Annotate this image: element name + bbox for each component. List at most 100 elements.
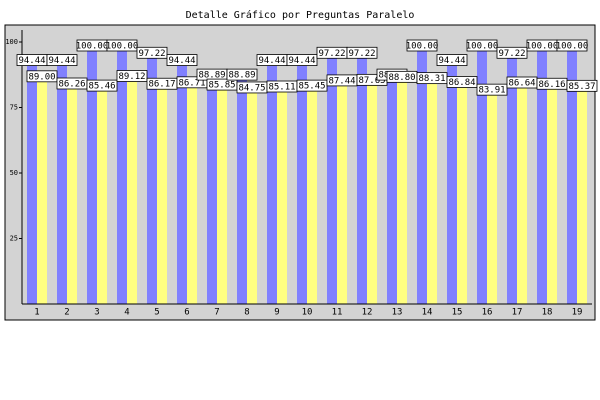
x-tick-label: 9	[274, 308, 279, 318]
data-label: 94.44	[168, 56, 195, 66]
bar	[507, 49, 517, 304]
bar	[37, 70, 47, 304]
data-label: 97.22	[318, 49, 345, 59]
bar	[147, 49, 157, 304]
bar	[277, 81, 287, 304]
y-tick-label: 75	[10, 104, 18, 112]
bar	[457, 76, 467, 304]
x-tick-label: 15	[452, 308, 463, 318]
data-label: 87.44	[328, 76, 355, 86]
label-box	[26, 70, 58, 83]
x-tick-label: 16	[482, 308, 493, 318]
data-label: 97.22	[498, 49, 525, 59]
bar	[207, 71, 217, 304]
data-label: 100.00	[76, 42, 109, 52]
bar	[307, 80, 317, 304]
data-label: 86.71	[178, 78, 205, 88]
x-tick-label: 5	[154, 308, 159, 318]
data-label: 86.16	[538, 80, 565, 90]
bar	[187, 76, 197, 305]
bar	[447, 56, 457, 304]
x-tick-label: 6	[184, 308, 189, 318]
x-tick-label: 14	[422, 308, 433, 318]
bar	[177, 56, 187, 304]
data-label: 89.12	[118, 72, 145, 82]
x-tick-label: 13	[392, 308, 403, 318]
data-label: 86.17	[148, 80, 175, 90]
label-box	[106, 39, 138, 52]
bar	[397, 71, 407, 305]
y-tick-label: 100	[5, 38, 18, 46]
data-label: 97.22	[138, 49, 165, 59]
bar	[357, 49, 367, 304]
data-label: 94.44	[48, 56, 75, 66]
data-label: 87.65	[358, 76, 385, 86]
label-box	[436, 54, 468, 66]
x-tick-label: 2	[64, 308, 69, 318]
x-tick-label: 18	[542, 308, 553, 318]
data-label: 94.44	[288, 56, 315, 66]
label-box	[406, 39, 438, 52]
bar	[127, 70, 137, 304]
bar	[337, 74, 347, 305]
label-box	[86, 79, 118, 92]
bar	[327, 49, 337, 304]
x-tick-label: 17	[512, 308, 523, 318]
bar	[157, 78, 167, 305]
data-label: 100.00	[466, 42, 499, 52]
data-label: 85.37	[568, 82, 595, 92]
bar	[217, 79, 227, 304]
label-box	[346, 46, 378, 59]
y-tick-label: 50	[10, 169, 18, 177]
data-label: 89.00	[28, 72, 55, 82]
bar	[57, 56, 67, 304]
bar	[547, 78, 557, 304]
x-tick-label: 4	[124, 308, 129, 318]
bar	[67, 77, 77, 304]
data-label: 88.89	[198, 71, 225, 81]
x-tick-label: 10	[302, 308, 313, 318]
data-label: 100.00	[406, 42, 439, 52]
data-label: 86.26	[58, 79, 85, 89]
x-tick-label: 11	[332, 308, 343, 318]
bar	[387, 71, 397, 304]
label-box	[116, 70, 148, 82]
label-box	[556, 39, 588, 52]
bar	[537, 42, 547, 304]
bar	[87, 42, 97, 304]
x-tick-label: 12	[362, 308, 373, 318]
bar	[267, 56, 277, 304]
chart-title: Detalle Gráfico por Preguntas Paralelo	[186, 9, 415, 21]
data-label: 100.00	[106, 42, 139, 52]
bar	[517, 77, 527, 304]
data-label: 94.44	[18, 56, 45, 66]
data-label: 100.00	[556, 42, 589, 52]
data-label: 94.44	[438, 56, 465, 66]
x-tick-label: 3	[94, 308, 99, 318]
data-label: 88.80	[388, 73, 415, 83]
data-label: 85.85	[208, 81, 235, 91]
label-box	[496, 46, 528, 59]
bar	[487, 84, 497, 305]
label-box	[466, 39, 498, 52]
label-box	[136, 46, 168, 59]
bar	[237, 71, 247, 304]
data-label: 86.84	[448, 78, 475, 88]
bar	[427, 72, 437, 304]
x-tick-label: 19	[572, 308, 583, 318]
label-box	[226, 68, 258, 81]
x-tick-label: 7	[214, 308, 219, 318]
bar	[297, 56, 307, 304]
data-label: 100.00	[526, 42, 559, 52]
x-tick-label: 8	[244, 308, 249, 318]
y-tick-label: 25	[10, 235, 18, 243]
label-box	[566, 79, 598, 92]
bar	[27, 56, 37, 304]
bar	[117, 42, 127, 304]
data-label: 85.45	[298, 82, 325, 92]
data-label: 84.75	[238, 83, 265, 93]
label-box	[286, 54, 318, 66]
data-label: 83.91	[478, 86, 505, 96]
bar	[97, 80, 107, 304]
